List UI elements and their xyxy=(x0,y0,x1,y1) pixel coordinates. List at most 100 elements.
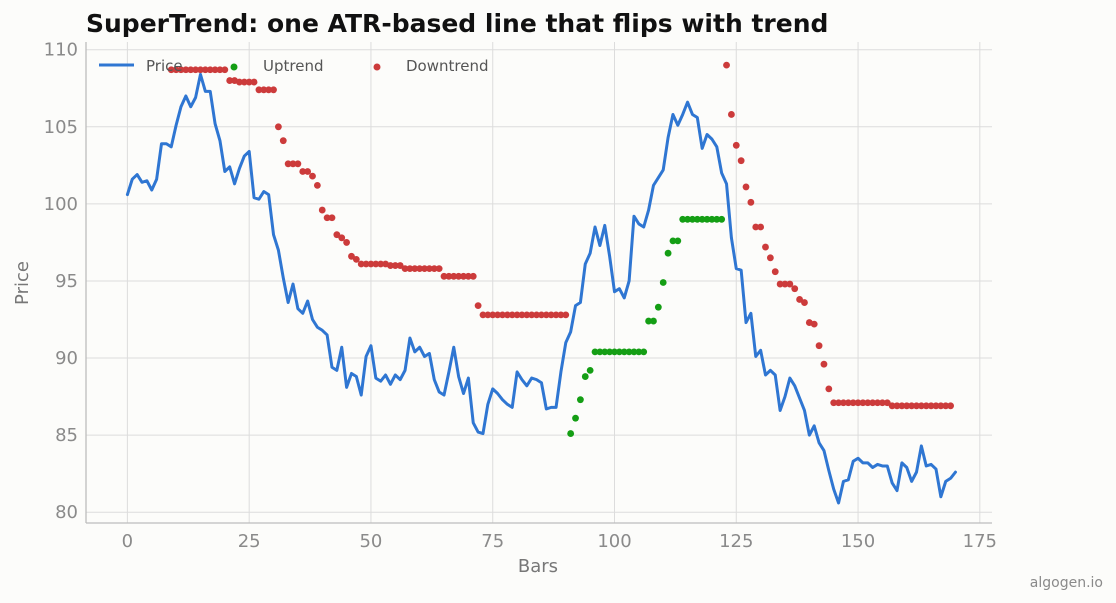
downtrend-point xyxy=(421,265,428,273)
x-tick-label: 125 xyxy=(719,531,753,552)
downtrend-point xyxy=(323,214,331,222)
downtrend-point xyxy=(299,168,307,175)
downtrend-point xyxy=(562,311,570,319)
downtrend-point xyxy=(932,402,940,410)
x-tick-label: 0 xyxy=(122,531,133,552)
x-tick-label: 150 xyxy=(841,531,875,552)
downtrend-point xyxy=(728,111,735,118)
downtrend-point xyxy=(216,66,224,74)
downtrend-point xyxy=(801,299,808,306)
uptrend-point xyxy=(718,215,726,223)
downtrend-point xyxy=(796,296,803,303)
downtrend-point xyxy=(547,311,555,319)
downtrend-point xyxy=(430,265,438,273)
downtrend-point xyxy=(275,123,282,131)
legend-uptrend-swatch xyxy=(230,63,238,71)
downtrend-point xyxy=(250,78,258,86)
downtrend-point xyxy=(874,399,881,407)
downtrend-point xyxy=(820,360,828,368)
x-axis-label: Bars xyxy=(518,556,558,577)
downtrend-point xyxy=(791,285,799,293)
x-tick-label: 25 xyxy=(238,531,261,552)
downtrend-point xyxy=(416,265,424,273)
downtrend-point xyxy=(742,183,750,191)
uptrend-series xyxy=(567,215,726,437)
downtrend-point xyxy=(348,252,355,260)
uptrend-point xyxy=(572,414,579,422)
downtrend-point xyxy=(533,311,540,319)
downtrend-point xyxy=(406,265,414,273)
downtrend-point xyxy=(172,66,180,74)
price-line xyxy=(125,72,957,505)
downtrend-point xyxy=(377,260,385,268)
uptrend-point xyxy=(689,215,696,223)
downtrend-point xyxy=(206,66,214,74)
downtrend-point xyxy=(879,399,886,407)
downtrend-point xyxy=(313,181,321,189)
uptrend-point xyxy=(615,348,623,356)
downtrend-series xyxy=(167,61,954,410)
uptrend-point xyxy=(679,215,687,223)
downtrend-point xyxy=(328,214,336,222)
downtrend-point xyxy=(182,66,190,74)
downtrend-point xyxy=(776,280,784,288)
downtrend-point xyxy=(391,262,399,269)
downtrend-point xyxy=(732,141,740,149)
downtrend-point xyxy=(771,268,779,276)
y-axis-label: Price xyxy=(12,261,33,305)
downtrend-point xyxy=(338,234,346,242)
downtrend-point xyxy=(869,399,877,407)
uptrend-point xyxy=(640,348,648,356)
uptrend-point xyxy=(703,215,711,223)
downtrend-point xyxy=(864,399,872,407)
downtrend-point xyxy=(888,402,896,410)
downtrend-point xyxy=(450,272,458,280)
downtrend-point xyxy=(460,272,467,280)
uptrend-point xyxy=(693,215,701,223)
downtrend-point xyxy=(445,272,453,280)
uptrend-point xyxy=(586,366,594,374)
downtrend-point xyxy=(396,262,404,269)
downtrend-point xyxy=(913,402,920,410)
x-tick-label: 75 xyxy=(481,531,504,552)
downtrend-point xyxy=(226,77,234,84)
downtrend-point xyxy=(518,311,526,319)
x-tick-label: 50 xyxy=(359,531,382,552)
downtrend-point xyxy=(844,399,852,407)
downtrend-point xyxy=(221,66,229,74)
downtrend-point xyxy=(245,78,253,86)
downtrend-point xyxy=(947,402,954,410)
downtrend-point xyxy=(747,198,755,206)
y-tick-label: 110 xyxy=(44,40,78,61)
downtrend-point xyxy=(318,206,326,214)
y-tick-label: 95 xyxy=(55,271,78,292)
downtrend-point xyxy=(927,402,935,410)
legend-price-label: Price xyxy=(146,57,183,75)
downtrend-point xyxy=(284,160,292,168)
downtrend-point xyxy=(893,402,901,410)
uptrend-point xyxy=(596,348,604,356)
downtrend-point xyxy=(270,86,277,94)
downtrend-point xyxy=(240,78,248,86)
downtrend-point xyxy=(835,399,842,407)
downtrend-point xyxy=(211,66,219,74)
axes xyxy=(85,42,992,524)
downtrend-point xyxy=(294,160,302,168)
uptrend-point xyxy=(606,348,614,356)
tick-labels: 0 25 50 75 100 125 150 175 80 85 90 95 100 105 110 xyxy=(44,40,997,552)
downtrend-point xyxy=(542,311,550,319)
uptrend-point xyxy=(650,317,657,325)
downtrend-point xyxy=(513,311,521,319)
legend-downtrend-swatch xyxy=(373,63,381,71)
downtrend-point xyxy=(503,311,511,319)
downtrend-point xyxy=(192,66,199,74)
downtrend-point xyxy=(859,399,867,407)
uptrend-point xyxy=(625,348,633,356)
downtrend-point xyxy=(786,280,794,288)
downtrend-point xyxy=(167,66,175,74)
downtrend-point xyxy=(825,385,833,393)
downtrend-point xyxy=(201,66,209,74)
downtrend-point xyxy=(489,311,497,319)
downtrend-point xyxy=(552,311,560,319)
